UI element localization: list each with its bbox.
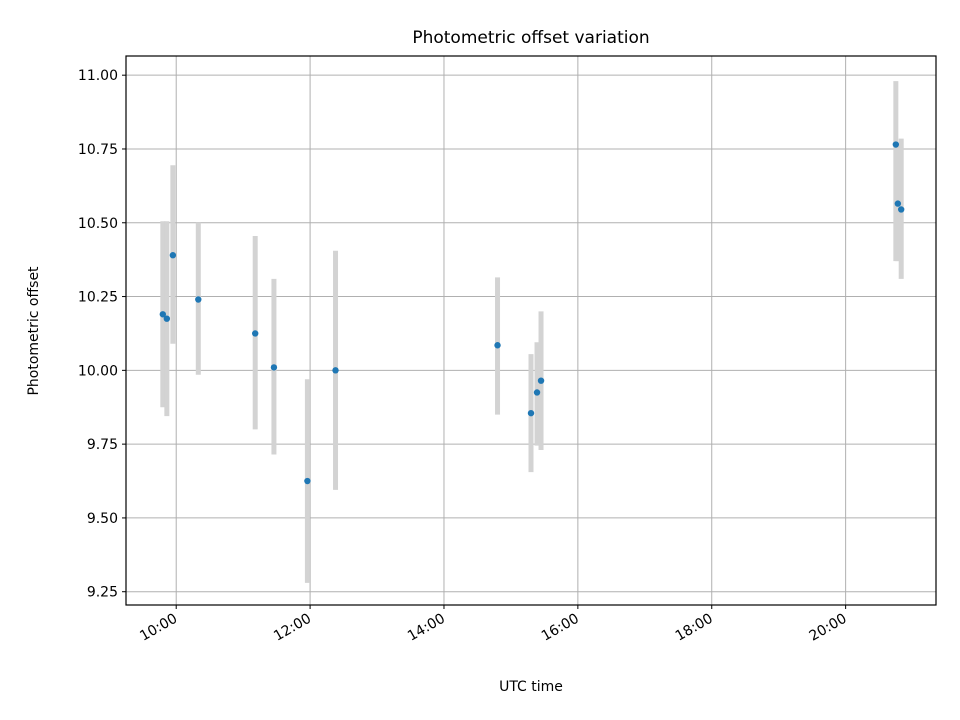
y-tick-label: 10.25	[78, 290, 118, 306]
x-tick-label: 18:00	[673, 611, 716, 645]
data-point	[195, 296, 202, 303]
y-tick-label: 9.25	[87, 585, 118, 601]
y-tick-label: 10.75	[78, 142, 118, 158]
data-point	[159, 311, 167, 318]
x-axis: 10:00 12:00 14:00 16:00 18:00 20:00	[137, 605, 850, 645]
data-point	[270, 364, 278, 371]
data-point	[897, 206, 905, 213]
y-tick-label: 9.75	[87, 437, 118, 453]
y-axis-label: Photometric offset	[26, 266, 42, 396]
data-point	[169, 252, 177, 259]
data-point	[494, 342, 501, 349]
y-tick-label: 9.50	[87, 511, 118, 527]
chart-title: Photometric offset variation	[412, 28, 649, 48]
x-tick-label: 10:00	[137, 611, 180, 645]
x-axis-label: UTC time	[499, 679, 563, 695]
data-point	[527, 409, 535, 417]
data-point	[332, 367, 339, 374]
grid-lines	[126, 56, 936, 605]
y-axis: 9.25 9.50 9.75 10.00 10.25 10.50 10.75 11.00	[78, 68, 126, 601]
error-bars	[160, 81, 904, 583]
x-tick-label: 16:00	[539, 611, 582, 645]
data-point	[304, 477, 311, 485]
x-tick-label: 14:00	[405, 611, 448, 645]
y-tick-label: 10.50	[78, 216, 118, 232]
data-point	[163, 315, 171, 322]
data-points	[159, 141, 905, 485]
data-point	[892, 141, 900, 148]
data-point	[251, 330, 259, 337]
data-point	[533, 389, 541, 396]
x-tick-label: 20:00	[807, 611, 850, 645]
data-point	[894, 200, 902, 207]
y-tick-label: 10.00	[78, 363, 118, 379]
y-tick-label: 11.00	[78, 68, 118, 84]
x-tick-label: 12:00	[271, 611, 314, 645]
plot-frame	[125, 55, 937, 606]
data-point	[537, 377, 545, 384]
